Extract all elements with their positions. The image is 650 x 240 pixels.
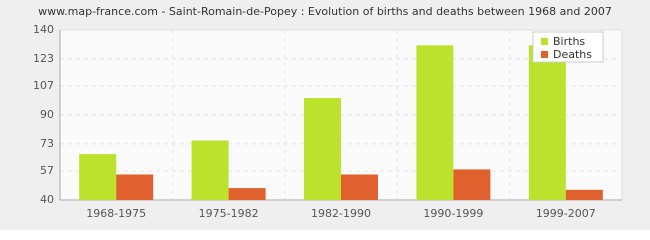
chart-title: www.map-france.com - Saint-Romain-de-Pop… xyxy=(38,5,612,18)
y-tick-label: 57 xyxy=(40,164,54,177)
x-tick-label: 1982-1990 xyxy=(311,207,371,220)
bar xyxy=(341,174,378,200)
x-tick-label: 1968-1975 xyxy=(86,207,146,220)
bar xyxy=(528,45,566,200)
legend-label: Deaths xyxy=(553,48,592,61)
y-tick-label: 90 xyxy=(40,108,54,121)
y-tick-label: 73 xyxy=(40,137,54,150)
bar xyxy=(228,188,266,200)
bar xyxy=(416,45,454,200)
y-tick-label: 123 xyxy=(33,52,54,65)
y-tick-label: 40 xyxy=(40,193,54,206)
x-tick-label: 1990-1999 xyxy=(423,207,483,220)
legend-swatch xyxy=(541,38,548,45)
y-tick-label: 107 xyxy=(33,79,54,92)
bar xyxy=(116,174,154,200)
x-tick-label: 1975-1982 xyxy=(199,207,259,220)
bar xyxy=(191,140,229,200)
x-tick-label: 1999-2007 xyxy=(536,207,596,220)
bar xyxy=(79,154,117,200)
bar xyxy=(565,189,603,200)
chart: www.map-france.com - Saint-Romain-de-Pop… xyxy=(0,0,650,230)
legend-swatch xyxy=(541,51,548,58)
legend-label: Births xyxy=(553,35,585,48)
y-tick-label: 140 xyxy=(33,23,54,36)
bar xyxy=(453,169,491,200)
bar xyxy=(304,98,341,200)
